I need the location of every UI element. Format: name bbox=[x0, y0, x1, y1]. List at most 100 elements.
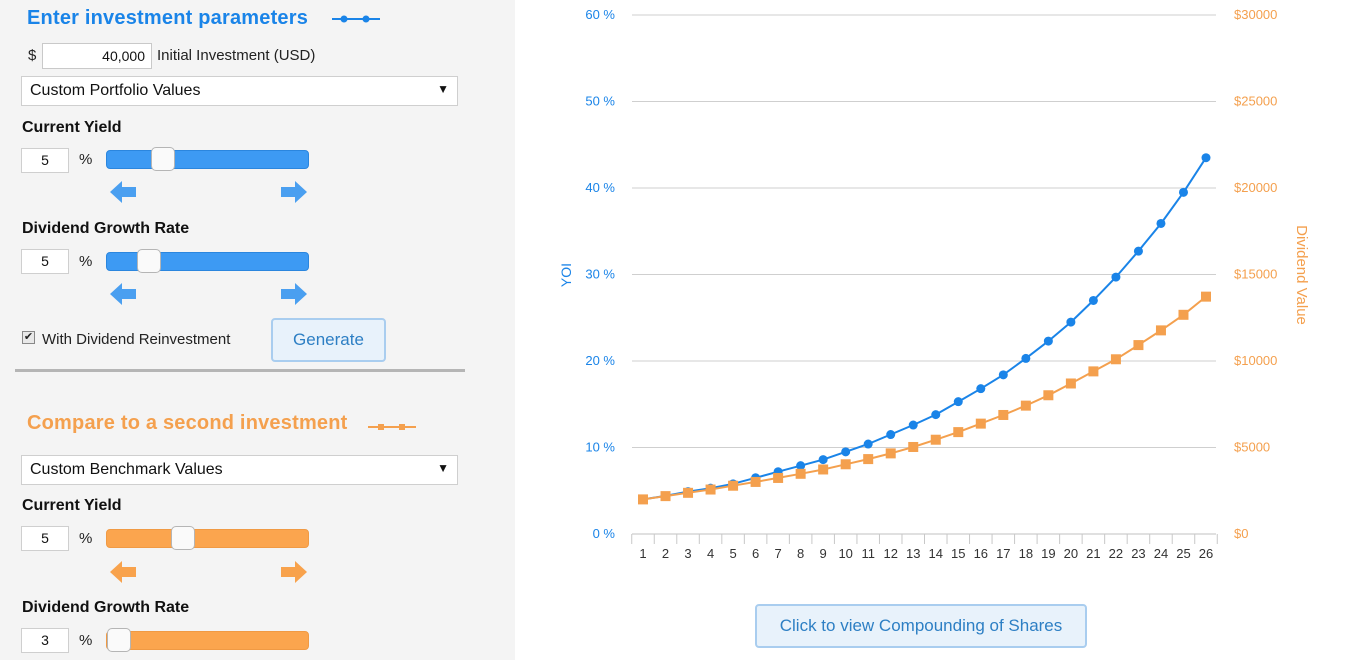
x-tick-label: 21 bbox=[1086, 546, 1100, 561]
series-2-point bbox=[1155, 325, 1166, 336]
reinvest-label: With Dividend Reinvestment bbox=[42, 331, 231, 348]
x-tick-label: 4 bbox=[707, 546, 714, 561]
left-tick-label: 20 % bbox=[585, 353, 615, 368]
series-1-point bbox=[953, 397, 963, 407]
secondary-growth-slider[interactable] bbox=[106, 628, 309, 652]
series-1-point bbox=[1133, 246, 1143, 256]
series-2-point bbox=[953, 427, 964, 438]
series-2-point bbox=[840, 459, 851, 470]
primary-yield-slider-handle[interactable] bbox=[151, 147, 176, 171]
dropdown-caret-icon: ▼ bbox=[437, 82, 449, 96]
secondary-yield-slider-handle[interactable] bbox=[170, 526, 195, 550]
x-tick-label: 12 bbox=[883, 546, 897, 561]
series-1-point bbox=[1178, 187, 1188, 197]
series-2-point bbox=[908, 441, 919, 452]
series-1-point bbox=[1066, 317, 1076, 327]
reinvest-checkbox[interactable]: ✔ bbox=[22, 331, 35, 344]
series-2-point bbox=[750, 476, 761, 487]
secondary-growth-slider-handle[interactable] bbox=[107, 628, 131, 652]
x-tick-label: 7 bbox=[775, 546, 782, 561]
right-tick-label: $10000 bbox=[1234, 353, 1277, 368]
yoi-chart: 0 % 10 % 20 % 30 % 40 % 50 % 60 % $0 $5000 $1000… bbox=[558, 7, 1310, 561]
series-1-point bbox=[998, 370, 1008, 380]
series-line-2 bbox=[642, 295, 1207, 501]
primary-yield-decrease-arrow-icon[interactable] bbox=[110, 181, 136, 203]
secondary-yield-input[interactable]: 5 bbox=[21, 526, 69, 551]
series-2-point bbox=[1133, 340, 1144, 351]
x-tick-label: 24 bbox=[1154, 546, 1168, 561]
primary-growth-slider[interactable] bbox=[106, 249, 309, 273]
secondary-yield-slider[interactable] bbox=[106, 526, 309, 550]
primary-growth-label: Dividend Growth Rate bbox=[22, 220, 190, 237]
series-2-point bbox=[660, 491, 671, 502]
right-tick-label: $30000 bbox=[1234, 7, 1277, 22]
series-1-point bbox=[796, 461, 806, 471]
secondary-yield-increase-arrow-icon[interactable] bbox=[281, 561, 307, 583]
secondary-yield-decrease-arrow-icon[interactable] bbox=[110, 561, 136, 583]
view-compounding-button[interactable]: Click to view Compounding of Shares bbox=[755, 604, 1087, 648]
x-tick-label: 1 bbox=[639, 546, 646, 561]
primary-yield-unit: % bbox=[79, 151, 93, 168]
series-2-point bbox=[683, 487, 694, 498]
x-tick-label: 17 bbox=[996, 546, 1010, 561]
primary-growth-increase-arrow-icon[interactable] bbox=[281, 283, 307, 305]
x-tick-label: 16 bbox=[974, 546, 988, 561]
currency-symbol: $ bbox=[28, 47, 37, 64]
left-tick-label: 60 % bbox=[585, 7, 615, 22]
right-tick-label: $0 bbox=[1234, 526, 1248, 541]
primary-yield-input[interactable]: 5 bbox=[21, 148, 69, 173]
series-2-point bbox=[863, 454, 874, 465]
initial-investment-input[interactable]: 40,000 bbox=[42, 43, 152, 69]
primary-yield-slider[interactable] bbox=[106, 147, 309, 171]
generate-button[interactable]: Generate bbox=[271, 318, 386, 362]
left-tick-label: 50 % bbox=[585, 94, 615, 109]
series-1-point bbox=[818, 455, 828, 465]
secondary-growth-input[interactable]: 3 bbox=[21, 628, 69, 653]
x-tick-label: 10 bbox=[838, 546, 852, 561]
x-tick-label: 19 bbox=[1041, 546, 1055, 561]
primary-yield-increase-arrow-icon[interactable] bbox=[281, 181, 307, 203]
x-tick-label: 26 bbox=[1199, 546, 1213, 561]
primary-growth-decrease-arrow-icon[interactable] bbox=[110, 283, 136, 305]
primary-growth-input[interactable]: 5 bbox=[21, 249, 69, 274]
secondary-growth-label: Dividend Growth Rate bbox=[22, 599, 190, 616]
primary-yield-label: Current Yield bbox=[22, 119, 122, 136]
series-1-point bbox=[1156, 218, 1166, 228]
x-tick-label: 25 bbox=[1176, 546, 1190, 561]
series-1-point bbox=[908, 420, 918, 430]
x-tick-label: 2 bbox=[662, 546, 669, 561]
x-tick-label: 9 bbox=[820, 546, 827, 561]
left-tick-label: 0 % bbox=[593, 526, 616, 541]
x-tick-label: 22 bbox=[1109, 546, 1123, 561]
x-axis-ticks: 1 2 3 4 5 6 7 8 9 10 11 12 13 14 15 16 17 18 19 20 21 22 23 24 2… bbox=[631, 534, 1218, 561]
series-1-point bbox=[931, 410, 941, 420]
series-1-point bbox=[1088, 295, 1098, 305]
portfolio-select[interactable]: Custom Portfolio Values ▼ bbox=[21, 76, 458, 106]
primary-growth-slider-handle[interactable] bbox=[137, 249, 162, 273]
series-2-point bbox=[1178, 309, 1189, 320]
primary-legend-marker-icon bbox=[332, 15, 380, 23]
series-2-point bbox=[930, 434, 941, 445]
series-2-point bbox=[728, 480, 739, 491]
x-tick-label: 18 bbox=[1019, 546, 1033, 561]
left-tick-label: 30 % bbox=[585, 267, 615, 282]
series-1-point bbox=[1111, 272, 1121, 282]
series-2-point bbox=[705, 484, 716, 495]
parameters-panel: Enter investment parameters $ 40,000 Ini… bbox=[0, 0, 515, 660]
left-axis-title: YOI bbox=[558, 263, 574, 287]
x-tick-label: 13 bbox=[906, 546, 920, 561]
right-tick-label: $25000 bbox=[1234, 94, 1277, 109]
dropdown-caret-icon: ▼ bbox=[437, 461, 449, 475]
series-2-point bbox=[1043, 390, 1054, 401]
series-2-point bbox=[1110, 354, 1121, 365]
initial-investment-label: Initial Investment (USD) bbox=[157, 47, 316, 64]
right-tick-label: $15000 bbox=[1234, 267, 1277, 282]
benchmark-select[interactable]: Custom Benchmark Values ▼ bbox=[21, 455, 458, 485]
right-tick-label: $5000 bbox=[1234, 440, 1270, 455]
series-2-point bbox=[818, 464, 829, 475]
x-tick-label: 14 bbox=[929, 546, 943, 561]
primary-section-title: Enter investment parameters bbox=[27, 7, 309, 29]
x-tick-label: 23 bbox=[1131, 546, 1145, 561]
chart-grid bbox=[632, 14, 1216, 535]
x-tick-label: 11 bbox=[861, 546, 875, 561]
